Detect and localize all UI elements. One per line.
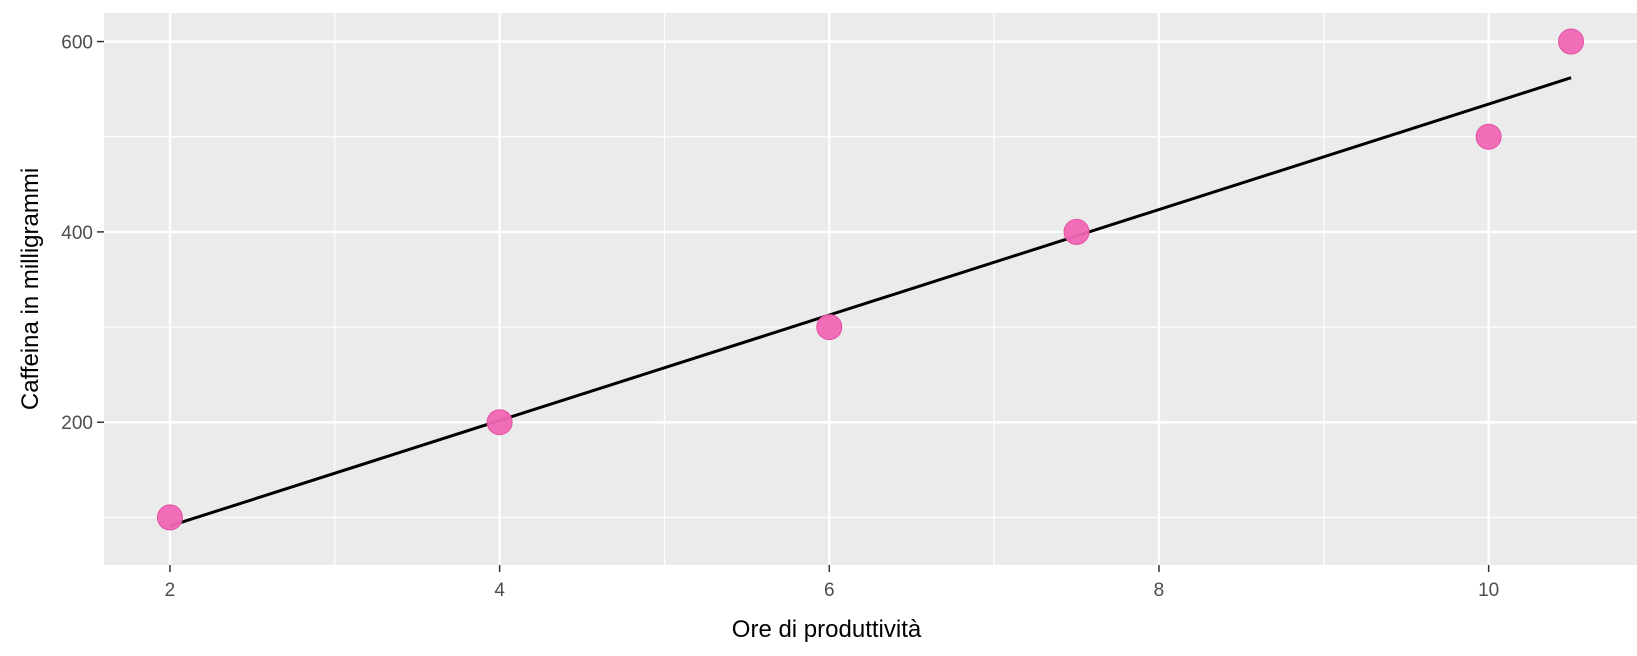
data-point bbox=[816, 314, 843, 341]
data-point bbox=[1063, 218, 1090, 245]
x-axis-title: Ore di produttività bbox=[732, 616, 922, 643]
fit-line-layer bbox=[169, 76, 1572, 528]
data-point bbox=[1558, 28, 1585, 55]
y-axis-title: Caffeina in milligrammi bbox=[17, 168, 44, 410]
data-point bbox=[1475, 123, 1502, 150]
plot-panel bbox=[104, 13, 1637, 565]
data-point bbox=[486, 409, 513, 436]
x-tick-label: 2 bbox=[165, 580, 176, 601]
data-point bbox=[156, 504, 183, 531]
minor-grid bbox=[104, 13, 1637, 565]
y-axis: 200 400 600 bbox=[61, 33, 104, 434]
y-tick-label: 400 bbox=[61, 223, 93, 244]
fit-line bbox=[169, 76, 1572, 528]
x-tick-label: 8 bbox=[1154, 580, 1165, 601]
x-axis: 2 4 6 8 10 bbox=[165, 565, 1499, 601]
x-tick-label: 6 bbox=[824, 580, 835, 601]
y-tick-label: 600 bbox=[61, 33, 93, 54]
points-layer bbox=[156, 28, 1585, 531]
y-tick-label: 200 bbox=[61, 413, 93, 434]
x-tick-label: 4 bbox=[494, 580, 505, 601]
x-tick-label: 10 bbox=[1478, 580, 1499, 601]
